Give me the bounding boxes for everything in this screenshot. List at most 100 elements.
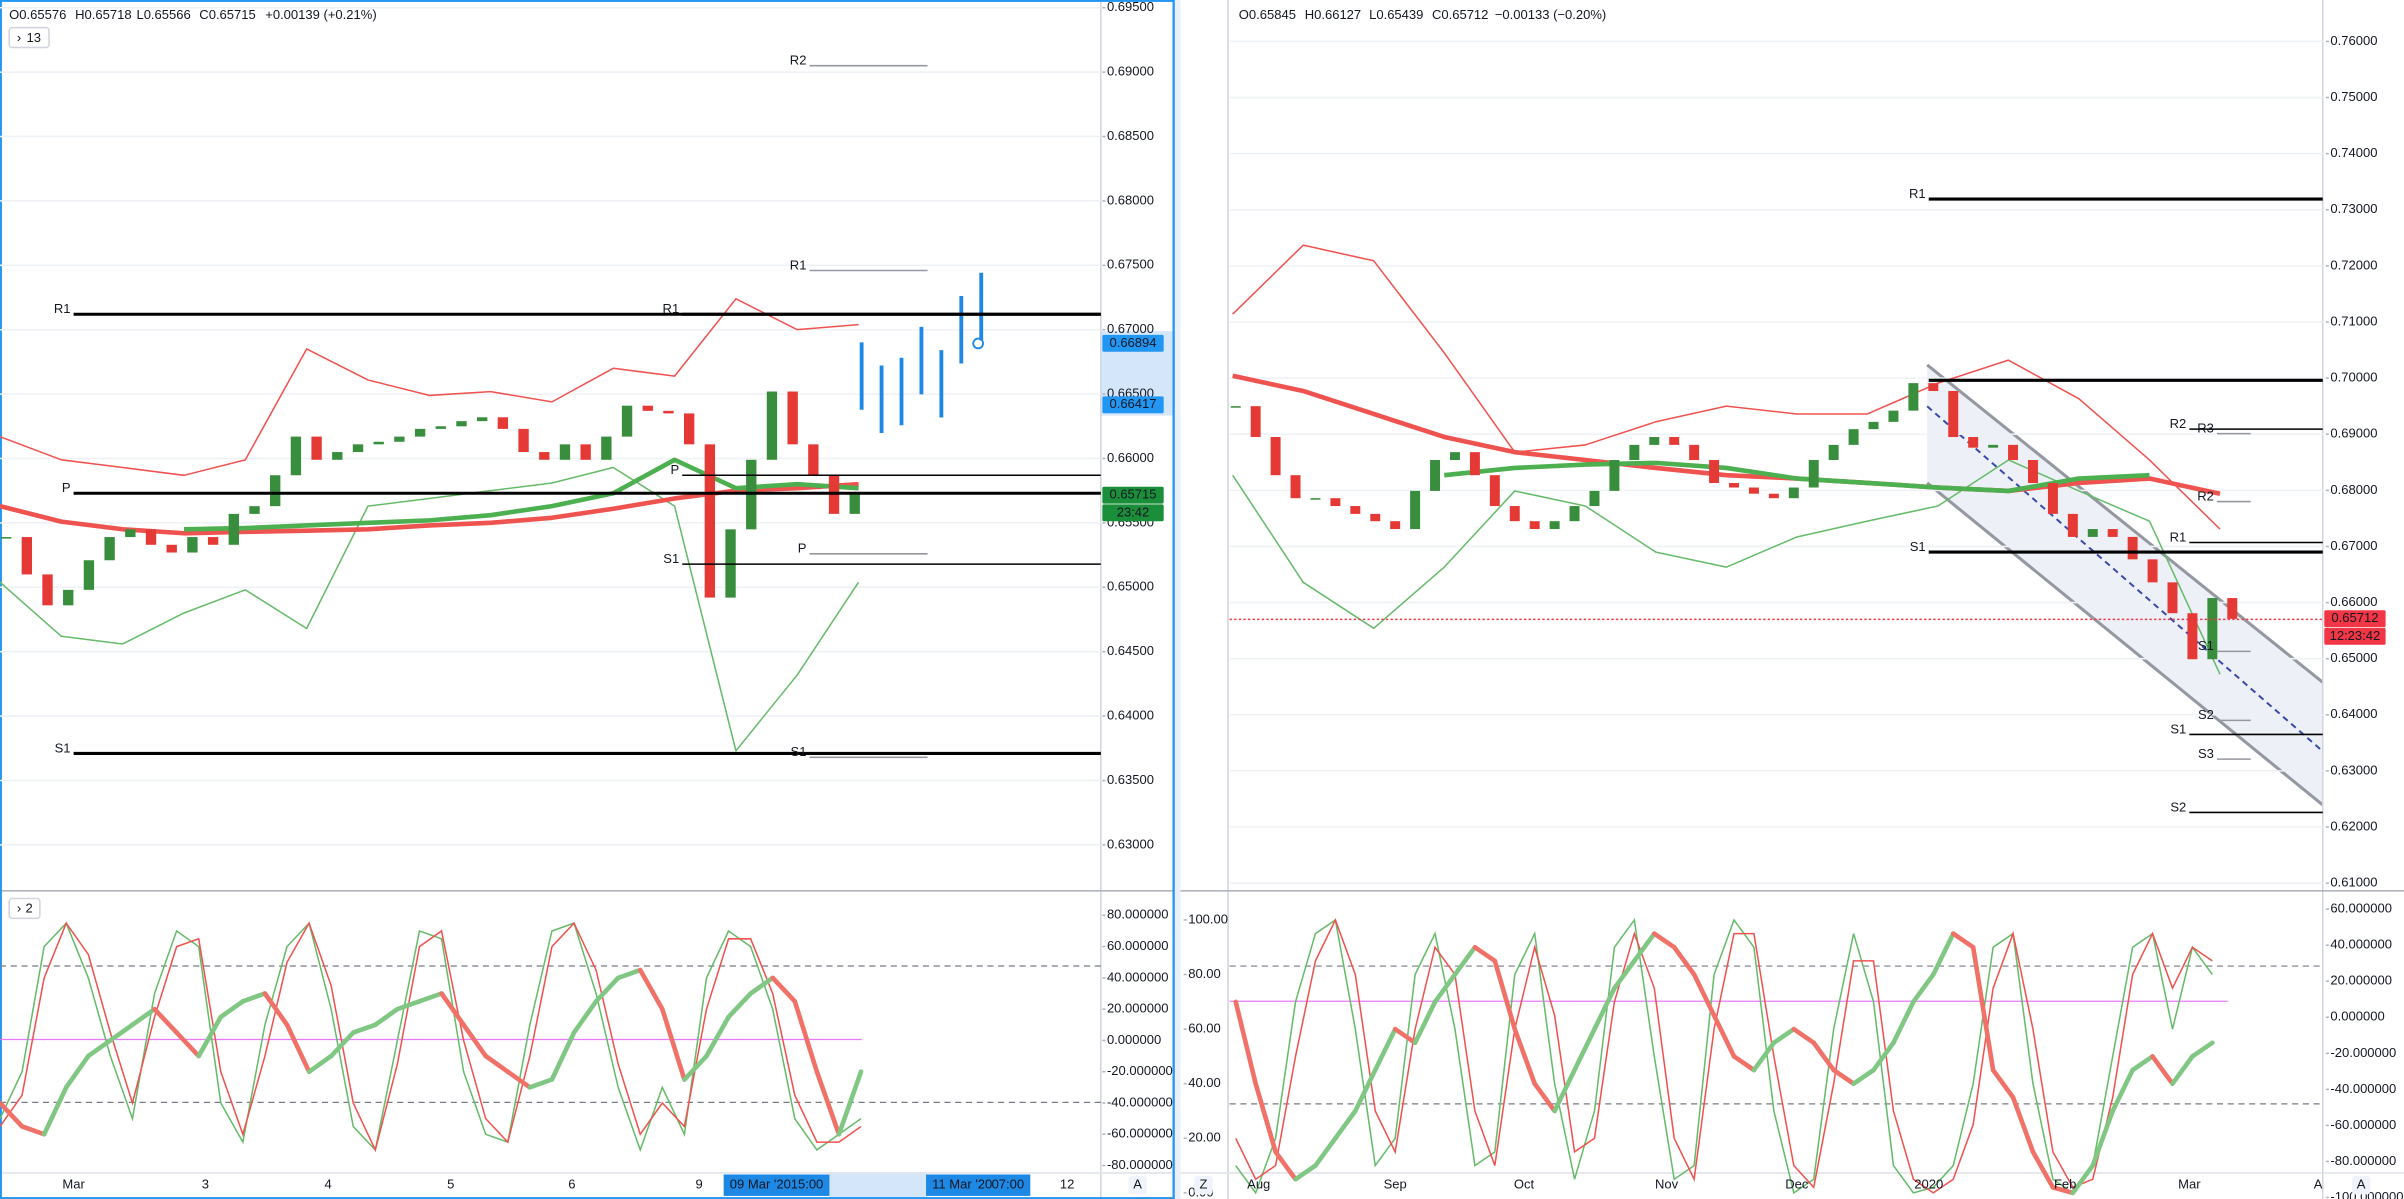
candle xyxy=(83,560,95,590)
candle xyxy=(2087,529,2098,537)
oscillator-segment xyxy=(2110,1067,2135,1114)
y-tick-label: 0.74000 xyxy=(2330,145,2377,160)
oscillator-segment xyxy=(2030,1149,2056,1190)
candle xyxy=(2207,598,2218,660)
pivot-label: R1 xyxy=(54,301,71,316)
oscillator-segment xyxy=(770,975,798,1004)
oscillator-segment xyxy=(1552,1067,1577,1114)
oscillator-segment xyxy=(1831,1067,1856,1086)
indicator-toggle[interactable] xyxy=(8,897,41,920)
oscillator-segment xyxy=(108,1022,135,1043)
candle xyxy=(518,428,529,453)
oscillator-segment xyxy=(1911,972,1936,1005)
candle xyxy=(207,537,219,545)
candle xyxy=(1709,460,1720,484)
oscillator-segment xyxy=(284,1022,312,1074)
x-tick-label: Sep xyxy=(1384,1177,1407,1192)
oscillator-segment xyxy=(505,1069,533,1090)
candle xyxy=(1609,460,1620,491)
range-highlight xyxy=(829,1172,927,1199)
oscillator-segment xyxy=(395,999,422,1012)
scale-button-label[interactable]: Z xyxy=(1200,1177,1208,1192)
candle xyxy=(1489,475,1500,507)
scale-button-label[interactable]: A xyxy=(2357,1177,2366,1192)
candle xyxy=(1589,490,1600,507)
candle xyxy=(642,405,653,411)
oscillator-segment xyxy=(1771,1026,1797,1046)
candle xyxy=(497,417,509,429)
oscillator-segment xyxy=(2050,1185,2076,1196)
scale-button-label[interactable]: A xyxy=(1133,1177,1142,1192)
scale-button[interactable] xyxy=(2351,1176,2371,1195)
candle xyxy=(270,475,281,507)
oscillator-segment xyxy=(417,991,444,1004)
ohlc-value: O0.65845 xyxy=(1239,7,1296,22)
scale-button[interactable] xyxy=(1128,1176,1147,1195)
candle xyxy=(145,529,157,545)
y-tick-label: 20.000000 xyxy=(2330,973,2392,988)
y-tick-label: 0.68000 xyxy=(1107,192,1154,207)
channel-fill xyxy=(1927,364,2323,805)
pivot-label: R1 xyxy=(1909,186,1926,201)
indicator-toggle[interactable] xyxy=(8,26,50,49)
price-tag xyxy=(1102,396,1164,414)
oscillator-segment xyxy=(1253,1081,1278,1155)
candle xyxy=(601,436,612,460)
candle xyxy=(394,436,405,442)
scale-button[interactable] xyxy=(1194,1176,1213,1195)
panel-gap xyxy=(1174,0,1181,1199)
candle xyxy=(559,444,571,460)
candle xyxy=(1968,437,1979,448)
indicator-line xyxy=(1232,244,2221,530)
candle xyxy=(1569,506,1580,522)
candle xyxy=(1729,483,1739,488)
oscillator-segment xyxy=(1851,1067,1876,1086)
pivot-label: R2 xyxy=(2170,416,2187,431)
countdown: 12:23:42 xyxy=(2330,628,2381,643)
y-tick-label: 0.63000 xyxy=(2330,762,2377,777)
oscillator-segment xyxy=(240,991,268,1004)
indicator-line xyxy=(0,466,860,752)
y-tick-label: 0.61000 xyxy=(2330,875,2377,890)
pivot-label: S1 xyxy=(663,551,679,566)
pivot-label: R1 xyxy=(2170,529,2187,544)
pivot-label: S3 xyxy=(2198,746,2214,761)
y-tick-label: 60.00 xyxy=(1188,1021,1221,1036)
candle xyxy=(2107,529,2118,537)
oscillator-segment xyxy=(262,991,290,1028)
y-tick-label: 0.66000 xyxy=(1107,450,1154,465)
oscillator-segment xyxy=(1731,1054,1757,1073)
candle xyxy=(1788,487,1799,499)
candle xyxy=(63,589,74,606)
y-tick-label: 0.69500 xyxy=(1107,0,1154,14)
candle xyxy=(1669,437,1680,445)
oscillator-segment xyxy=(350,1022,378,1035)
oscillator-segment xyxy=(461,1022,489,1059)
candle xyxy=(1868,421,1879,430)
time-tag-date: 11 Mar '20 xyxy=(932,1177,992,1192)
oscillator-segment xyxy=(63,1053,91,1090)
pivot-label: S1 xyxy=(1910,539,1926,554)
oscillator-segment xyxy=(1452,944,1478,977)
candle xyxy=(1908,383,1919,411)
oscillator-segment xyxy=(1273,1149,1298,1182)
y-tick-label: -80.000000 xyxy=(1107,1157,1173,1172)
oscillator-segment xyxy=(1891,999,1916,1046)
pivot-label: P xyxy=(671,462,680,477)
indicator-count: 13 xyxy=(26,30,40,45)
x-tick-label: Feb xyxy=(2054,1177,2076,1192)
candle xyxy=(1928,383,1939,392)
candle xyxy=(1748,487,1759,494)
candle xyxy=(1848,429,1859,445)
y-tick-label: 0.69000 xyxy=(2330,426,2377,441)
oscillator-segment xyxy=(2010,1095,2036,1155)
oscillator-segment xyxy=(1353,1067,1378,1114)
oscillator-segment xyxy=(748,975,776,996)
oscillator-segment xyxy=(1512,1026,1537,1086)
oscillator-segment xyxy=(373,1006,400,1028)
price-tag xyxy=(1102,334,1164,352)
oscillator-segment xyxy=(1871,1040,1896,1073)
candle xyxy=(228,513,239,545)
